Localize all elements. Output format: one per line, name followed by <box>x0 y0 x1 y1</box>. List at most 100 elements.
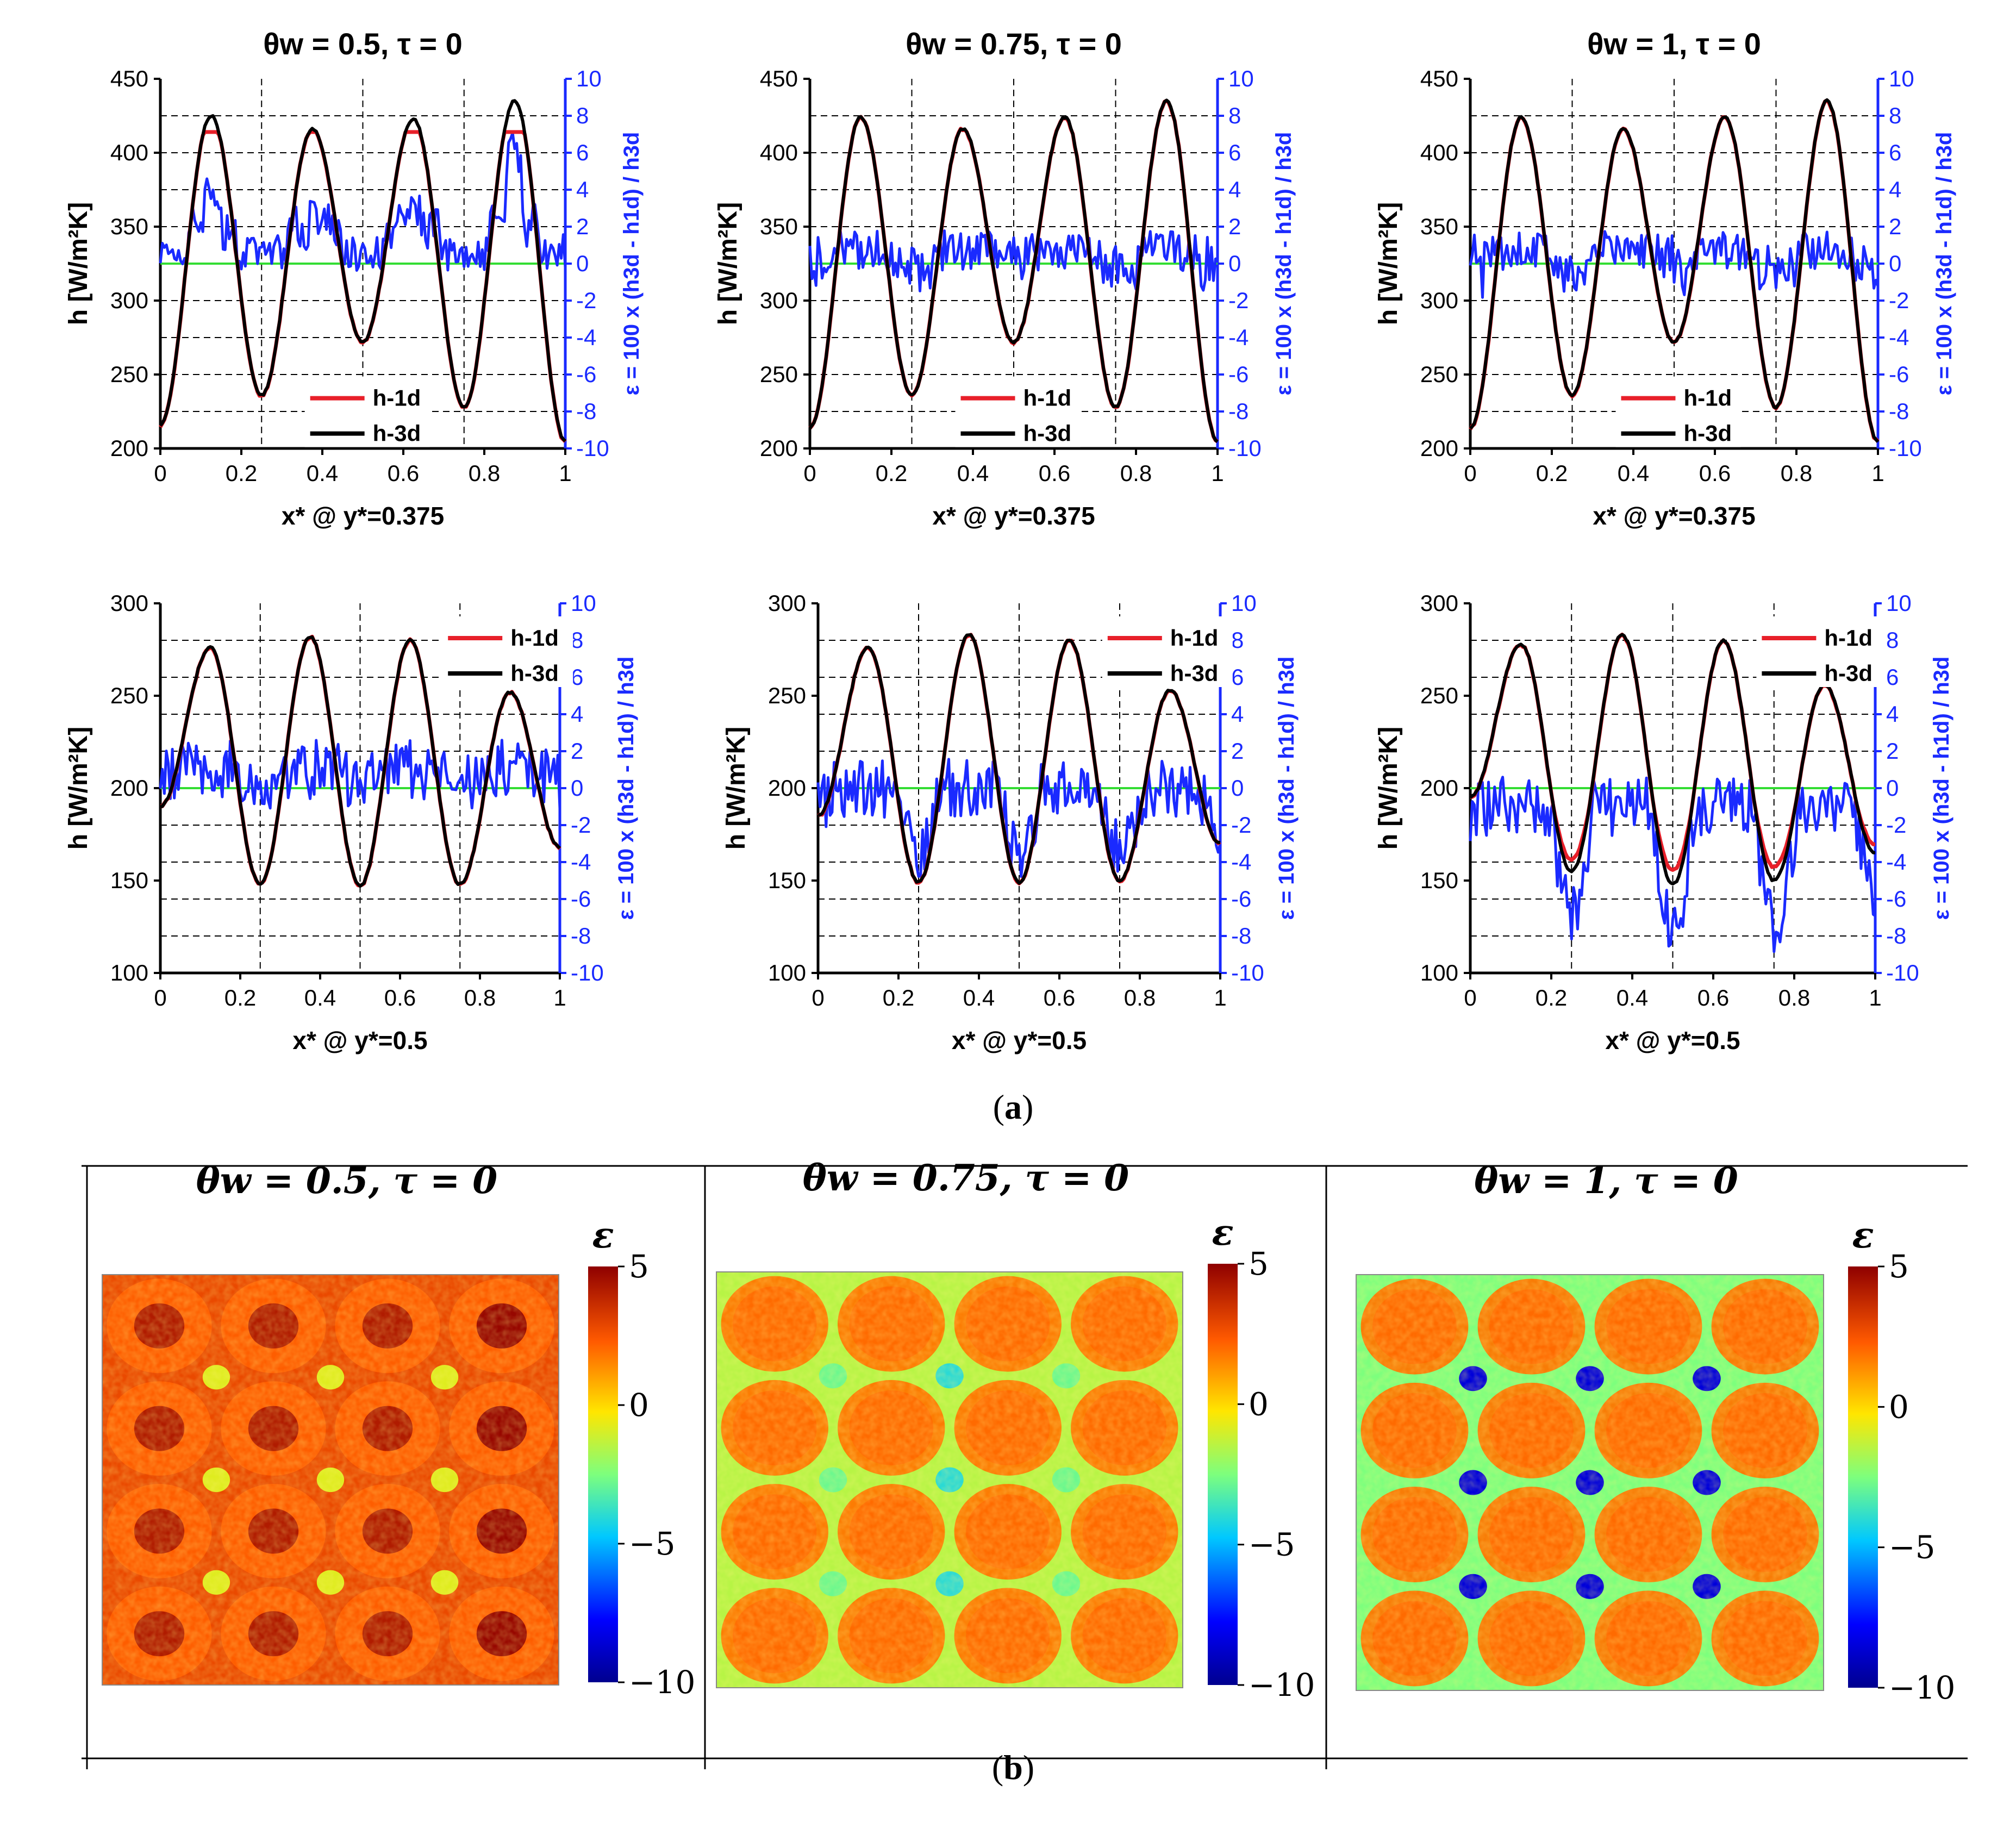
x-tick-label: 0.6 <box>1699 460 1731 486</box>
colorbar <box>588 1266 618 1682</box>
x-tick-label: 0 <box>1464 460 1476 486</box>
legend-h3d-label: h-3d <box>1023 421 1072 446</box>
y-tick-label: 100 <box>768 960 806 985</box>
x-axis-label: x* @ y*=0.5 <box>292 1026 427 1054</box>
legend: h-1d h-3d <box>955 376 1081 447</box>
y-tick-label: 300 <box>110 288 148 313</box>
y2-tick-label: 6 <box>576 140 589 165</box>
chart-1: 200 250 300 350 400 450 -10 -8 -6 -4 -2 0 2 4 6 8 10 0 0.2… <box>64 27 644 530</box>
epsilon-series-line <box>159 132 567 272</box>
y2-tick-label: 10 <box>576 66 602 91</box>
y2-tick-label: 2 <box>571 738 583 764</box>
colorbar-tick-label: 5 <box>629 1248 649 1285</box>
x-axis-label: x* @ y*=0.375 <box>1593 502 1755 530</box>
y-tick-label: 350 <box>110 214 148 239</box>
legend-h3d-label: h-3d <box>1684 421 1732 446</box>
panel-a-label: a <box>1004 1088 1022 1126</box>
heatmap-texture <box>1356 1275 1824 1690</box>
y2-tick-label: 6 <box>1228 140 1241 165</box>
y2-tick-label: -10 <box>1886 960 1919 985</box>
y-axis-label: h [W/m²K] <box>1374 727 1403 850</box>
chart-title: θw = 0.75, τ = 0 <box>906 27 1122 61</box>
y2-tick-label: 6 <box>1231 664 1244 690</box>
colorbar-tick-label: 5 <box>1249 1245 1269 1282</box>
x-tick-label: 0.4 <box>957 460 989 486</box>
heatmap-title: θw = 0.75, τ = 0 <box>803 1157 1129 1199</box>
x-tick-label: 1 <box>1871 460 1884 486</box>
chart-title: θw = 1, τ = 0 <box>1587 27 1761 61</box>
y2-tick-label: 4 <box>1228 177 1241 202</box>
legend-h1d-label: h-1d <box>373 385 421 411</box>
y2-tick-label: 0 <box>1231 775 1244 801</box>
heatmap-title: θw = 0.5, τ = 0 <box>196 1159 498 1202</box>
y-tick-label: 150 <box>768 868 806 893</box>
y2-tick-label: 2 <box>1889 214 1901 239</box>
legend: h-1d h-3d <box>442 616 573 687</box>
y2-tick-label: -8 <box>1886 923 1906 948</box>
x-tick-label: 0.4 <box>963 985 995 1010</box>
y-axis-label: h [W/m²K] <box>722 727 751 850</box>
y2-tick-label: -6 <box>1886 886 1906 912</box>
panel-a-caption: (a) <box>993 1088 1034 1126</box>
x-tick-label: 1 <box>559 460 571 486</box>
y2-tick-label: 4 <box>1886 701 1899 727</box>
x-tick-label: 0.8 <box>464 985 496 1010</box>
y2-tick-label: 0 <box>1228 251 1241 276</box>
colorbar-tick-label: 0 <box>1889 1388 1909 1425</box>
legend-h1d-label: h-1d <box>1170 625 1219 651</box>
y2-tick-label: -6 <box>1228 361 1249 387</box>
y2-tick-label: 2 <box>576 214 589 239</box>
heatmap-texture <box>716 1272 1183 1688</box>
x-tick-label: 0.8 <box>1120 460 1152 486</box>
y2-tick-label: 2 <box>1886 738 1899 764</box>
y2-tick-label: -8 <box>1231 923 1251 948</box>
y2-axis-label: ε = 100 x (h3d - h1d) / h3d <box>614 657 638 920</box>
y2-tick-label: -4 <box>1231 849 1251 875</box>
heatmap-title: θw = 1, τ = 0 <box>1474 1159 1738 1202</box>
h-3d-series-line <box>817 633 1221 885</box>
y2-tick-label: 10 <box>1889 66 1914 91</box>
x-tick-label: 0.4 <box>304 985 336 1010</box>
y-tick-label: 100 <box>1420 960 1458 985</box>
colorbar-tick-label: −5 <box>629 1525 676 1562</box>
panel-b-label: b <box>1003 1748 1023 1787</box>
y2-tick-label: 6 <box>1889 140 1901 165</box>
y2-tick-label: -2 <box>1231 812 1251 838</box>
y2-tick-label: -10 <box>576 435 609 461</box>
y2-tick-label: 10 <box>1231 590 1257 616</box>
epsilon-series-line <box>816 758 1222 878</box>
legend: h-1d h-3d <box>1756 616 1887 687</box>
y2-tick-label: 8 <box>1228 103 1241 128</box>
heatmap-3: θw = 1, τ = 0 ε5 0 −5 −10 <box>1356 1159 1955 1706</box>
y2-tick-label: 0 <box>576 251 589 276</box>
y-tick-label: 200 <box>1420 435 1458 461</box>
y2-tick-label: 0 <box>1889 251 1901 276</box>
y2-tick-label: 4 <box>576 177 589 202</box>
colorbar-tick-label: 5 <box>1889 1248 1909 1285</box>
y-tick-label: 300 <box>1420 288 1458 313</box>
colorbar-tick-label: −5 <box>1889 1529 1936 1566</box>
y2-tick-label: -2 <box>576 288 596 313</box>
colorbar <box>1208 1264 1238 1685</box>
y2-tick-label: 0 <box>571 775 583 801</box>
y2-tick-label: -4 <box>1889 324 1909 350</box>
y-tick-label: 300 <box>768 590 806 616</box>
x-tick-label: 0.8 <box>469 460 500 486</box>
y2-tick-label: -10 <box>1231 960 1264 985</box>
y-tick-label: 350 <box>760 214 798 239</box>
y2-tick-label: -10 <box>1228 435 1262 461</box>
y2-tick-label: -8 <box>571 923 591 948</box>
y2-tick-label: -8 <box>576 398 596 424</box>
h-3d-series-line <box>1469 633 1875 886</box>
x-axis-label: x* @ y*=0.375 <box>282 502 444 530</box>
heatmap-frame <box>716 1271 1183 1688</box>
colorbar-label: ε <box>1852 1214 1874 1256</box>
y2-tick-label: 8 <box>1889 103 1901 128</box>
y-tick-label: 200 <box>110 775 148 801</box>
y2-tick-label: 6 <box>1886 664 1899 690</box>
y-tick-label: 250 <box>110 683 148 708</box>
x-tick-label: 0.8 <box>1781 460 1812 486</box>
